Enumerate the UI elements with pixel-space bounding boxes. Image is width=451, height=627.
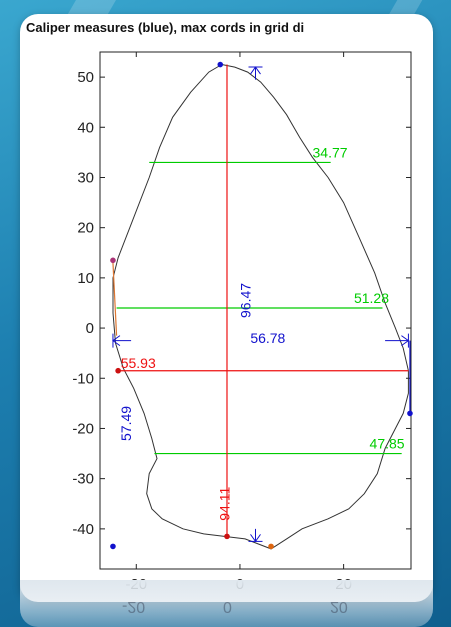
caliper-arrow xyxy=(401,335,410,347)
chord-label: 55.93 xyxy=(121,355,156,371)
y-tick-label: 50 xyxy=(77,69,94,86)
y-tick-label: -20 xyxy=(72,420,94,437)
chord-label: 51.28 xyxy=(354,290,389,306)
reflection-text: -20 xyxy=(122,598,146,615)
reflection: -20 0 20 xyxy=(20,580,433,627)
y-tick-label: 30 xyxy=(77,169,94,186)
rotated-label: 96.47 xyxy=(237,283,253,318)
y-tick-label: -30 xyxy=(72,471,94,488)
reflection-text: 20 xyxy=(330,598,348,615)
y-tick-label: 20 xyxy=(77,220,94,237)
plot-frame xyxy=(99,51,412,570)
caliper-label: 56.78 xyxy=(250,330,285,346)
rotated-label: 94.11 xyxy=(217,487,233,521)
chord-label: 47.85 xyxy=(370,436,405,452)
chart-title: Caliper measures (blue), max cords in gr… xyxy=(26,20,304,35)
chord-label: 34.77 xyxy=(313,144,348,160)
y-tick-label: 10 xyxy=(77,270,94,287)
chart-card: Caliper measures (blue), max cords in gr… xyxy=(20,14,433,602)
data-point xyxy=(217,61,224,68)
caliper-arrow xyxy=(250,534,261,543)
data-point xyxy=(268,543,274,550)
rotated-label: 57.49 xyxy=(118,406,134,441)
caliper-arrow xyxy=(112,335,121,347)
data-point xyxy=(110,257,116,264)
data-point xyxy=(407,410,413,417)
orange-segment xyxy=(112,262,118,336)
outline-line xyxy=(112,63,409,550)
data-point xyxy=(224,533,230,540)
y-tick-label: -10 xyxy=(72,370,94,387)
y-tick-label: 40 xyxy=(77,119,94,136)
reflection-text: 0 xyxy=(223,598,232,615)
caliper-arrow xyxy=(250,66,261,75)
data-point xyxy=(110,543,116,550)
y-tick-label: -40 xyxy=(72,521,94,538)
data-point xyxy=(115,367,121,374)
y-tick-label: 0 xyxy=(86,320,94,337)
chart-svg: Caliper measures (blue), max cords in gr… xyxy=(26,20,413,593)
